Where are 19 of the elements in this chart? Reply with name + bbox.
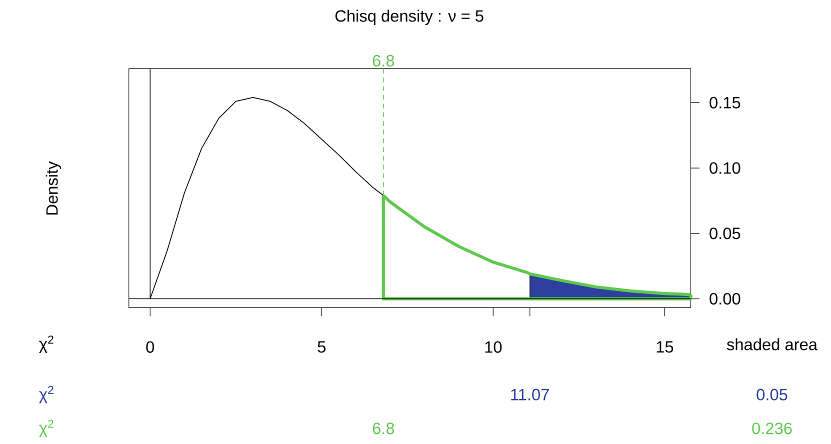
x-tick-label: 0 [146,341,154,353]
y-tick-label: 0.15 [710,96,740,108]
text: shaded area [726,338,818,350]
text: χ$^{2}$ [39,386,54,404]
y-tick-label: 0.10 [710,162,740,174]
x-tick-label: 10 [485,341,502,353]
chart-title: Chisq density : ν = 5 [335,10,484,26]
x-tick-label: 15 [656,341,674,353]
x-tick-label: 5 [318,341,326,353]
text: 0.236 [752,422,792,434]
ref-line-label: 6.8 [372,54,394,67]
text: χ$^{2}$ [39,336,54,354]
y-axis-title: Density [46,161,62,215]
text: 6.8 [372,422,394,434]
y-tick-label: 0.05 [710,228,740,240]
y-tick-label: 0.00 [710,293,740,305]
text: χ$^{2}$ [39,420,54,438]
text: 0.05 [756,388,788,400]
text: 11.07 [511,388,549,400]
